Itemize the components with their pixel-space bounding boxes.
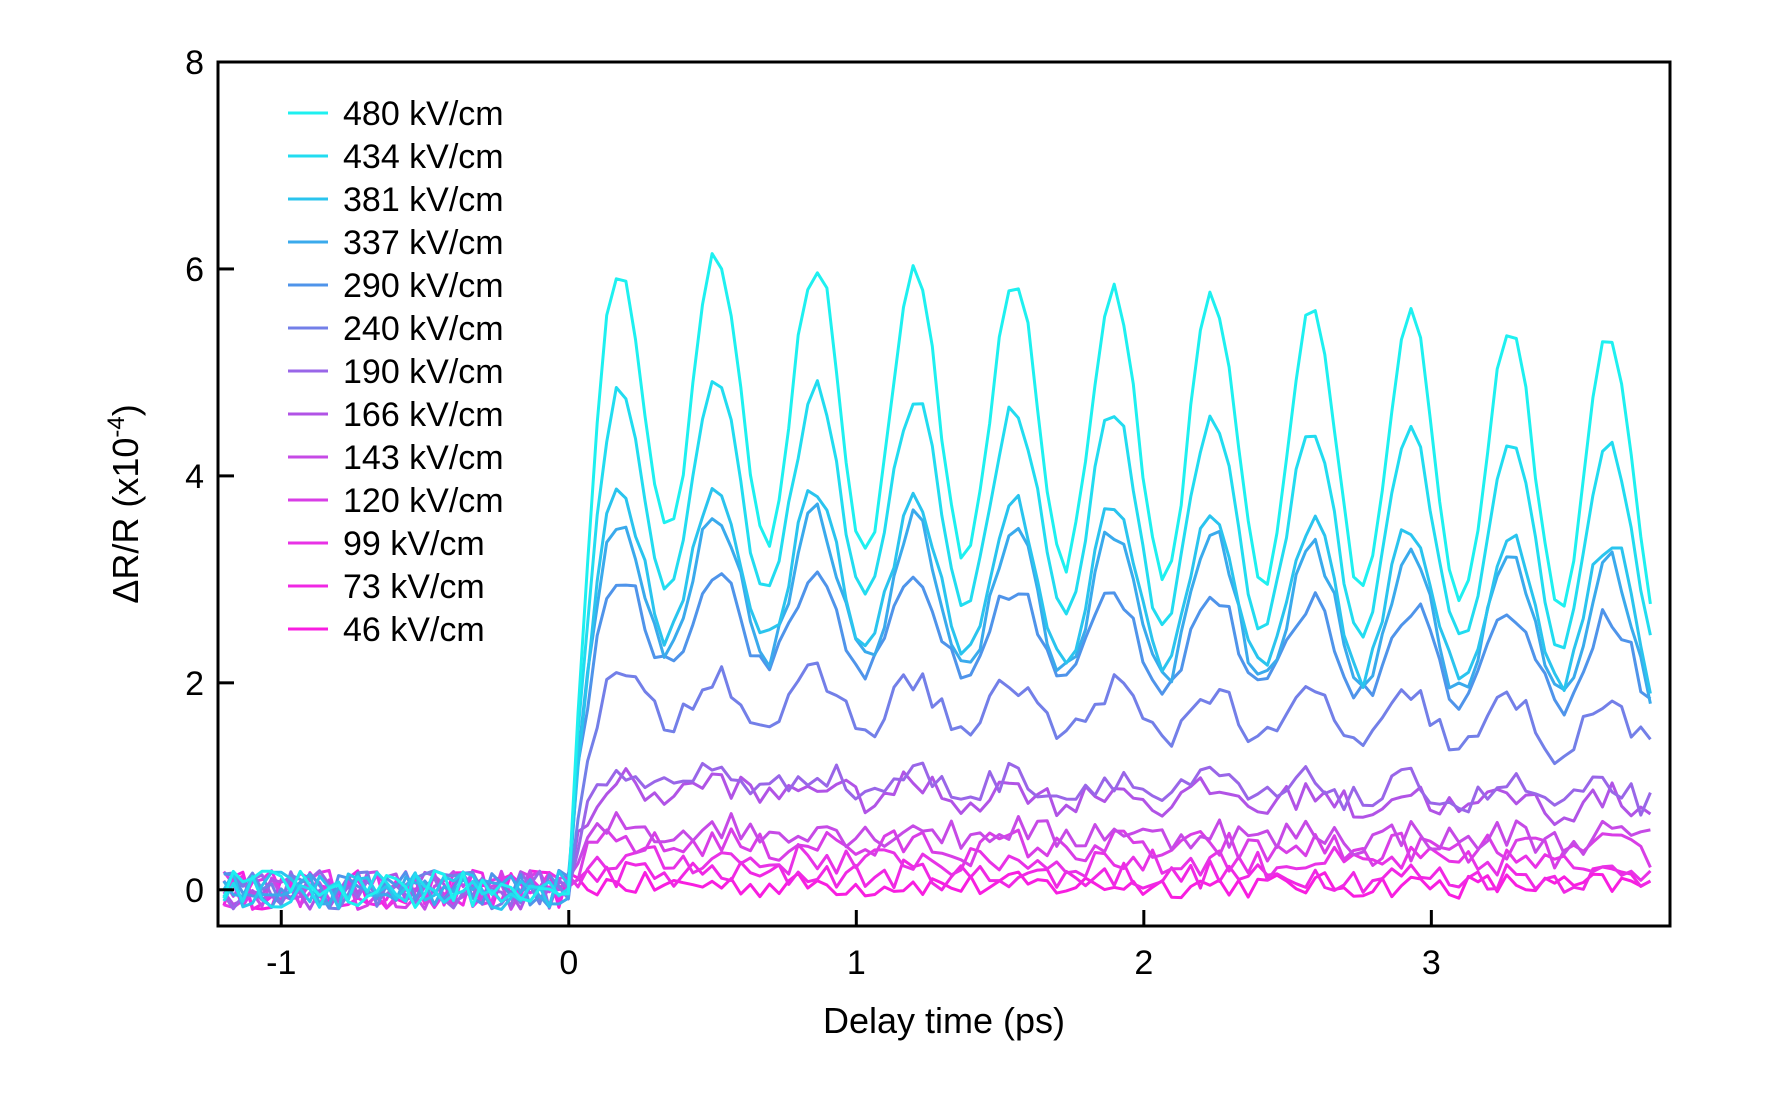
series-line-143-kv-cm [222,811,1651,911]
y-tick-label: 2 [185,665,204,703]
y-tick-label: 8 [185,44,204,82]
series-line-480-kv-cm [222,252,1652,909]
plot-frame [216,60,1672,928]
series-line-73-kv-cm [222,858,1652,911]
x-axis-title: Delay time (ps) [823,1000,1065,1041]
legend-label: 337 kV/cm [343,224,504,262]
x-tick-label: 2 [1134,944,1153,982]
legend-label: 240 kV/cm [343,310,504,348]
y-axis-title: ΔR/R (x10-4) [103,404,146,603]
x-tick-label: -1 [266,944,296,982]
x-tick-label: 0 [559,944,578,982]
y-axis-title-exponent: -4 [103,416,130,437]
series-layer [222,252,1652,911]
legend-label: 99 kV/cm [343,525,485,563]
legend-label: 143 kV/cm [343,439,504,477]
legend-label: 434 kV/cm [343,138,504,176]
legend-label: 381 kV/cm [343,181,504,219]
x-tick-label: 3 [1422,944,1441,982]
series-line-190-kv-cm [222,761,1652,911]
y-axis-title-main: ΔR/R (x10 [105,438,146,604]
legend: 480 kV/cm 434 kV/cm 381 kV/cm 337 kV/cm 290 … [288,95,504,649]
series-line-434-kv-cm [222,379,1652,909]
legend-label: 166 kV/cm [343,396,504,434]
legend-label: 120 kV/cm [343,482,504,520]
y-tick-label: 6 [185,251,204,289]
legend-label: 46 kV/cm [343,611,485,649]
legend-label: 190 kV/cm [343,353,504,391]
y-axis-title-suffix: ) [105,404,146,416]
legend-label: 290 kV/cm [343,267,504,305]
legend-label: 73 kV/cm [343,568,485,606]
axes-layer: -1 0 1 2 3 0 2 4 6 8 [185,44,1672,982]
y-tick-label: 4 [185,458,204,496]
y-tick-label: 0 [185,872,204,910]
legend-label: 480 kV/cm [343,95,504,133]
x-tick-label: 1 [847,944,866,982]
